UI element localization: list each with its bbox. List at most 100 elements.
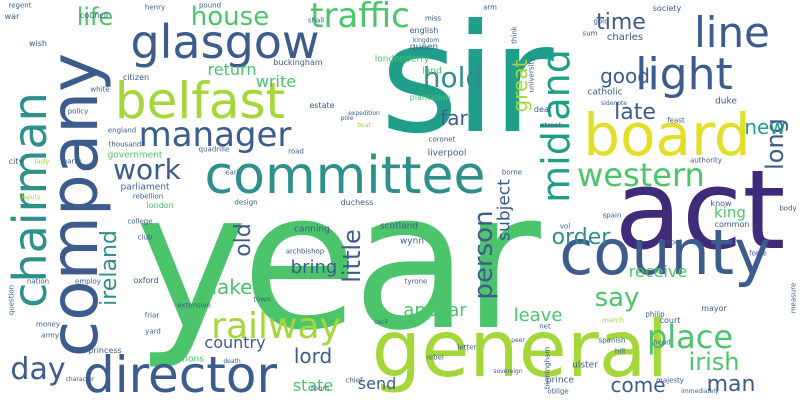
- word-scotland: scotland: [379, 221, 419, 232]
- word-sidenote: sidenote: [601, 100, 627, 107]
- word-design: design: [234, 198, 258, 207]
- word-return: return: [207, 60, 257, 79]
- word-birmingham: birmingham: [543, 346, 552, 390]
- word-queen: queen: [409, 42, 439, 53]
- word-england: england: [107, 126, 137, 135]
- word-parliament: parliament: [120, 182, 170, 193]
- word-work: work: [113, 153, 181, 186]
- word-english: english: [409, 26, 439, 35]
- word-country: country: [204, 333, 266, 352]
- word-authority: authority: [690, 156, 722, 165]
- word-say: say: [594, 283, 640, 313]
- word-ulster: ulster: [572, 360, 598, 371]
- word-director: director: [82, 346, 278, 400]
- word-write: write: [255, 72, 297, 91]
- word-come: come: [610, 373, 666, 397]
- word-club: club: [137, 233, 153, 242]
- word-oblige: oblige: [547, 387, 569, 396]
- word-court: court: [659, 316, 681, 325]
- word-room: room: [310, 384, 330, 393]
- word-princess: princess: [88, 346, 122, 355]
- word-know: know: [710, 199, 732, 208]
- word-net: net: [539, 322, 551, 331]
- word-lord: lord: [293, 344, 333, 368]
- word-manager: manager: [138, 115, 292, 155]
- word-college: college: [127, 217, 153, 226]
- word-council: council: [79, 11, 109, 20]
- word-general: general: [371, 305, 669, 395]
- word-think: think: [510, 26, 519, 44]
- word-measure: measure: [789, 282, 798, 314]
- word-pole: pole: [340, 115, 354, 122]
- word-arm: arm: [483, 3, 497, 12]
- word-wynn: wynn: [399, 236, 425, 247]
- word-place: place: [646, 318, 734, 356]
- word-hold: hold: [422, 61, 484, 94]
- word-question: question: [7, 284, 16, 316]
- word-year: year: [135, 151, 541, 372]
- word-gold: gold: [593, 17, 609, 26]
- word-charles: charles: [606, 32, 644, 43]
- word-city: city: [8, 157, 24, 166]
- word-march: march: [601, 316, 625, 325]
- word-archbishop: archbishop: [285, 247, 325, 256]
- word-mayor: mayor: [701, 304, 727, 313]
- word-shall: shall: [307, 16, 325, 25]
- word-miss: miss: [424, 14, 442, 23]
- word-spanish: spanish: [598, 336, 626, 345]
- word-henry: henry: [144, 3, 166, 12]
- word-road: road: [288, 147, 304, 156]
- word-good: good: [600, 64, 650, 88]
- word-peer: peer: [511, 337, 525, 344]
- word-cecil: cecil: [374, 319, 388, 326]
- word-late: late: [614, 100, 656, 125]
- word-order: order: [551, 225, 611, 250]
- word-canning: canning: [294, 224, 330, 235]
- word-town: town: [253, 295, 271, 304]
- word-duke: duke: [715, 96, 737, 107]
- word-majesty: majesty: [656, 376, 684, 385]
- word-policy: policy: [67, 107, 89, 116]
- word-wish: wish: [28, 39, 48, 48]
- word-irish: irish: [688, 348, 740, 376]
- word-london: london: [146, 201, 174, 210]
- word-life: life: [76, 3, 114, 31]
- word-feast: feast: [667, 116, 685, 125]
- word-vol: vol: [559, 222, 571, 231]
- word-little: little: [338, 229, 366, 283]
- word-immediately: immediately: [681, 388, 719, 395]
- word-white: white: [90, 85, 110, 94]
- word-head: head: [653, 338, 671, 347]
- word-hill: hill: [614, 347, 626, 356]
- word-appear: appear: [403, 300, 467, 321]
- word-death: death: [223, 358, 241, 365]
- word-land: land: [422, 66, 442, 77]
- word-glasgow: glasgow: [130, 15, 320, 69]
- word-army: army: [40, 331, 60, 340]
- word-traffic: traffic: [310, 0, 410, 36]
- word-county: county: [559, 216, 771, 289]
- word-buckingham: buckingham: [273, 58, 323, 67]
- word-oxford: oxford: [133, 276, 159, 285]
- word-citizen: citizen: [122, 73, 150, 82]
- word-boat: boat: [357, 122, 371, 129]
- word-plantation: plantation: [409, 93, 451, 102]
- word-yard: yard: [145, 327, 161, 336]
- word-letter: letter: [457, 343, 477, 352]
- word-body: body: [779, 204, 797, 213]
- word-receive: receive: [628, 262, 688, 281]
- word-kingdom: kingdom: [412, 37, 440, 44]
- word-man: man: [706, 372, 756, 397]
- word-person: person: [469, 210, 499, 300]
- word-bring: bring: [290, 257, 338, 278]
- word-war: war: [4, 12, 20, 21]
- word-tyrone: tyrone: [404, 277, 428, 286]
- word-expedition: expedition: [348, 110, 380, 117]
- word-house: house: [190, 2, 270, 32]
- word-subject: subject: [494, 179, 515, 241]
- word-pound: pound: [198, 1, 222, 10]
- word-time: time: [596, 10, 646, 35]
- word-railway: railway: [211, 306, 341, 347]
- word-thousand: thousand: [108, 140, 142, 149]
